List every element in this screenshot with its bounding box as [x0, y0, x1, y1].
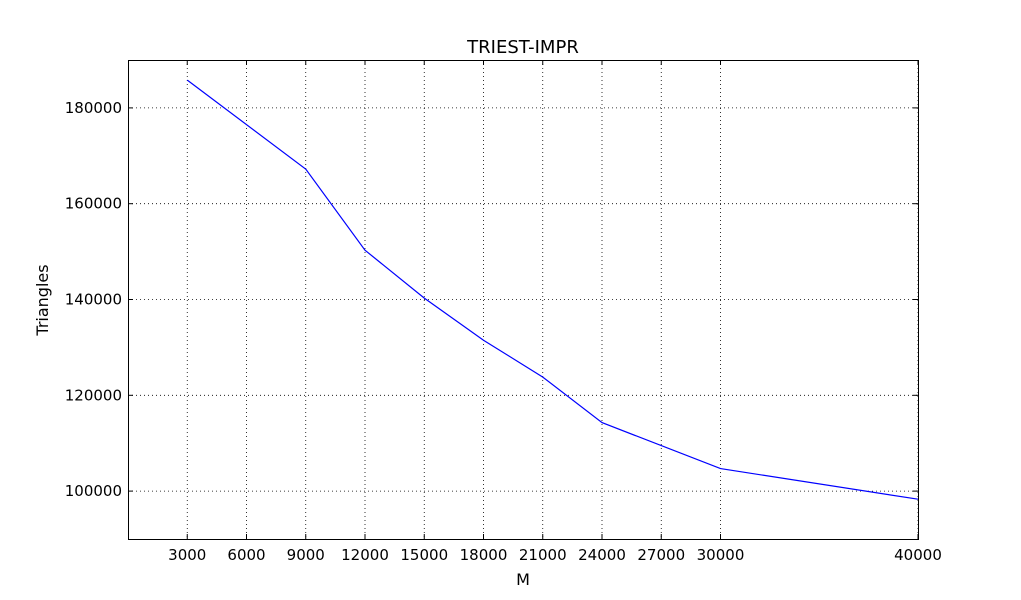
x-tick-label: 30000 — [697, 546, 745, 564]
x-tick-label: 9000 — [287, 546, 325, 564]
x-tick-label: 12000 — [341, 546, 389, 564]
chart-title: TRIEST-IMPR — [466, 37, 579, 58]
x-tick-label: 27000 — [637, 546, 685, 564]
x-tick-label: 40000 — [894, 546, 942, 564]
x-tick-label: 18000 — [460, 546, 508, 564]
y-tick-label: 160000 — [65, 195, 122, 213]
series-line — [186, 79, 919, 500]
ticks: 3000 6000 9000 12000 15000 18000 21000 24000 270… — [65, 60, 942, 564]
x-tick-label: 3000 — [168, 546, 206, 564]
grid — [128, 60, 919, 539]
y-tick-label: 100000 — [65, 482, 122, 500]
x-tick-label: 21000 — [519, 546, 567, 564]
x-tick-label: 24000 — [578, 546, 626, 564]
y-tick-label: 140000 — [65, 291, 122, 309]
x-axis-label: M — [516, 570, 530, 589]
y-tick-label: 180000 — [65, 99, 122, 117]
plot-frame — [128, 60, 919, 540]
y-tick-label: 120000 — [65, 386, 122, 404]
y-axis-label: Triangles — [33, 264, 52, 336]
series-layer — [186, 79, 919, 500]
x-tick-label: 6000 — [227, 546, 265, 564]
x-tick-label: 15000 — [400, 546, 448, 564]
